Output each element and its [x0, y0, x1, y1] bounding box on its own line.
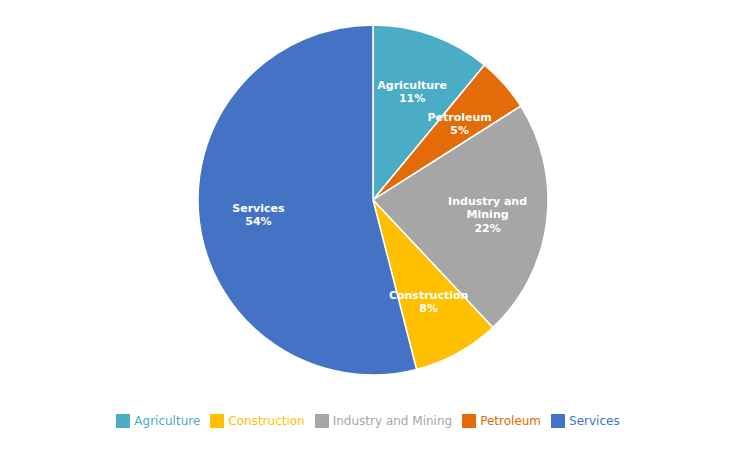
svg-text:Agriculture11%: Agriculture11%	[377, 78, 447, 104]
svg-text:Petroleum5%: Petroleum5%	[427, 110, 491, 136]
html-text:Services: Services	[569, 413, 620, 428]
svg-text:Industry andMining22%: Industry andMining22%	[448, 195, 527, 234]
svg-text:Construction8%: Construction8%	[389, 288, 468, 314]
html-text:Construction: Construction	[228, 413, 305, 428]
html-text:Petroleum: Petroleum	[480, 413, 542, 428]
html-text:Industry and Mining: Industry and Mining	[332, 413, 453, 428]
html-text:Agriculture: Agriculture	[134, 413, 201, 428]
svg-text:Services54%: Services54%	[232, 201, 285, 227]
